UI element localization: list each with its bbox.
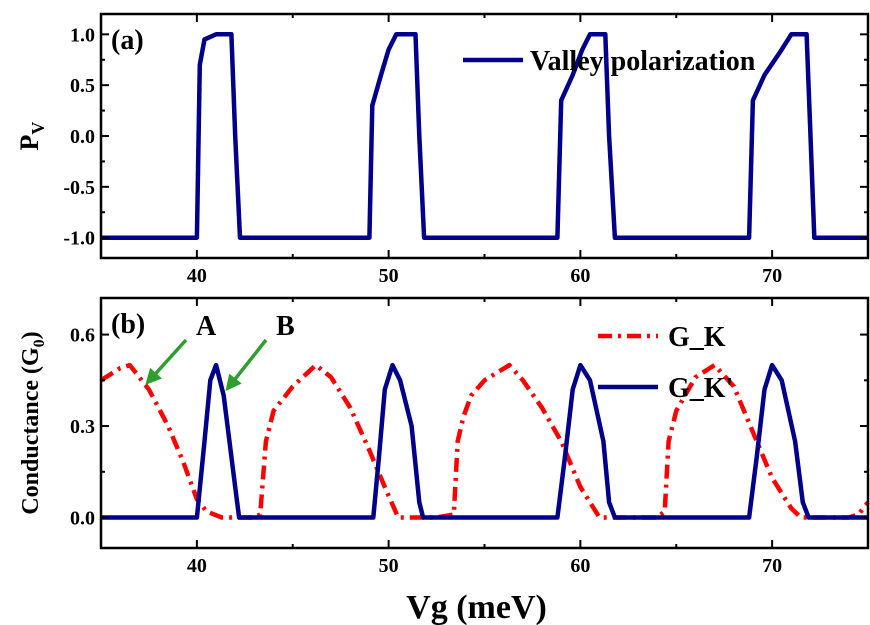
panel-a-y-tick-label: 0.5 — [70, 75, 95, 97]
panel-a-y-tick-label: -1.0 — [63, 228, 95, 250]
panel-b-annotation-arrowhead — [225, 373, 242, 392]
panel-b-legend-label: G_K — [668, 322, 726, 353]
panel-b-x-tick-label: 60 — [570, 555, 590, 577]
panel-a-label: (a) — [111, 25, 144, 56]
panel-b-series-g-k — [99, 362, 870, 520]
panel-b-series-g-k- — [101, 362, 868, 520]
panel-a-y-tick-label: 1.0 — [70, 24, 95, 46]
panel-b-y-tick-label: 0.0 — [70, 508, 95, 530]
panel-b-annotation-label: B — [276, 311, 295, 342]
panel-b-x-axis-title: Vg (meV) — [406, 589, 547, 625]
panel-b-legend-label: G_K' — [668, 373, 733, 404]
panel-b-x-tick-label: 70 — [762, 555, 782, 577]
panel-b-label: (b) — [111, 309, 145, 340]
panel-a-series-valley-polarization — [101, 32, 868, 240]
panel-a-legend-label: Valley polarization — [530, 46, 756, 77]
panel-a-y-axis-title: PV — [15, 122, 48, 151]
panel-b-annotation-arrowhead — [145, 367, 162, 385]
panel-a-x-tick-label: 50 — [379, 265, 399, 287]
panel-b-y-axis-title: Conductance (G0) — [18, 331, 48, 514]
panel-b-x-tick-label: 50 — [379, 555, 399, 577]
panel-a-x-tick-label: 40 — [187, 265, 207, 287]
panel-a-y-tick-label: 0.0 — [70, 126, 95, 148]
panel-b-y-tick-label: 0.6 — [70, 325, 95, 347]
panel-a-x-tick-label: 70 — [762, 265, 782, 287]
panel-a-x-tick-label: 60 — [570, 265, 590, 287]
panel-b-annotation-label: A — [196, 311, 217, 342]
panel-b-x-tick-label: 40 — [187, 555, 207, 577]
panel-a-y-tick-label: -0.5 — [63, 177, 95, 199]
panel-b-y-tick-label: 0.3 — [70, 416, 95, 438]
